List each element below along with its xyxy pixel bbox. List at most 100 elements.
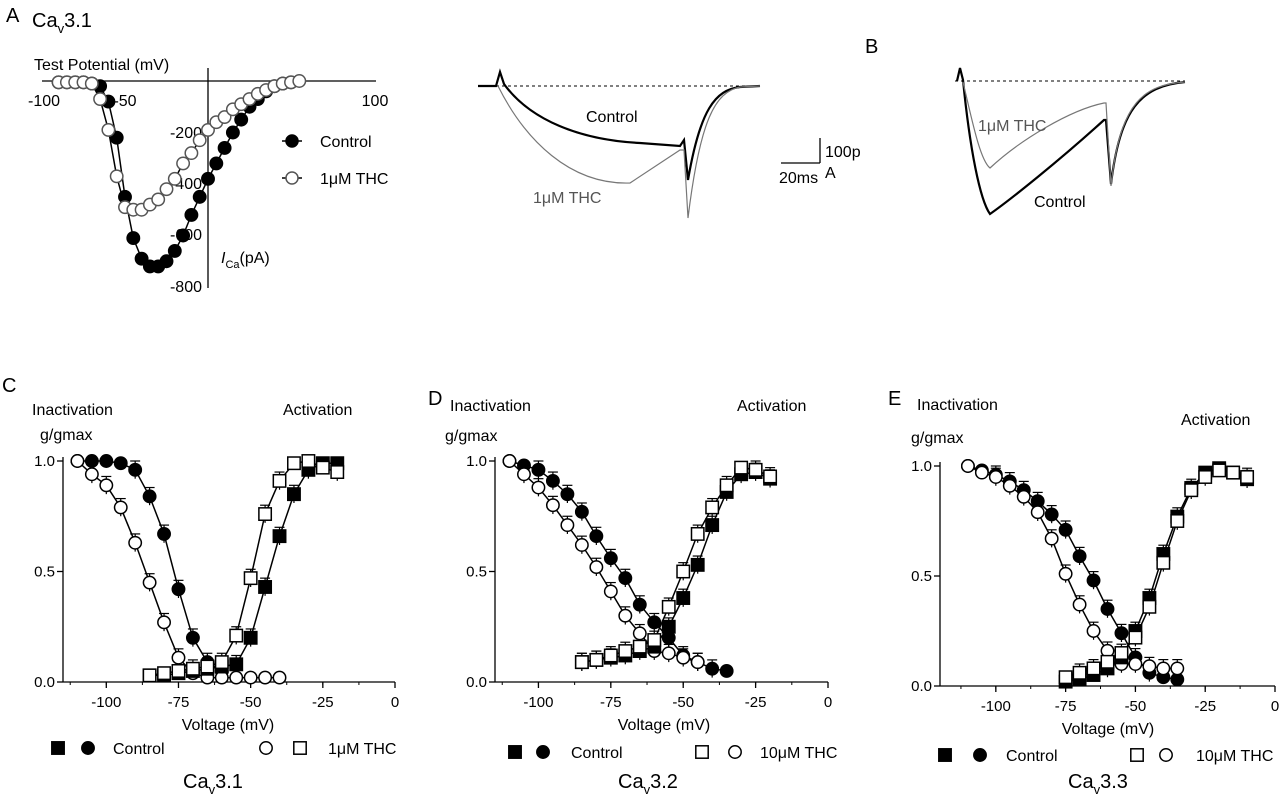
d-y-tick-label: 1.0 xyxy=(466,453,487,470)
c-open-circle-point xyxy=(157,615,171,630)
e-open-square-point xyxy=(1058,670,1073,685)
d-legend-thc-square xyxy=(695,745,709,759)
c-open-square-point xyxy=(315,460,330,475)
e-open-circle-point xyxy=(1128,657,1143,671)
panel-letter-d: D xyxy=(428,388,442,410)
d-filled-square-point xyxy=(676,591,691,605)
d-x-tick-label: -50 xyxy=(672,694,694,711)
e-inactivation-label: Inactivation xyxy=(917,397,998,414)
iv-y-label: ICa(pA) xyxy=(221,250,270,271)
c-inactivation-label: Inactivation xyxy=(32,402,113,419)
iv-y-tick-label: -800 xyxy=(170,279,202,296)
iv-thc-point xyxy=(93,92,108,106)
c-legend-thc-circle xyxy=(259,741,273,755)
d-filled-square-point xyxy=(661,619,676,634)
trace-a-control xyxy=(478,68,761,181)
d-open-circle-point xyxy=(560,518,575,533)
iv-legend-control-label: Control xyxy=(320,134,372,151)
panel-letter-b: B xyxy=(865,36,878,58)
iv-thc-point xyxy=(201,122,215,137)
c-open-square-point xyxy=(243,571,258,586)
e-open-circle-point xyxy=(1072,597,1087,612)
d-open-circle-point xyxy=(517,467,531,482)
trace-b-control-label: Control xyxy=(1034,194,1086,211)
iv-x-tick-label: -100 xyxy=(28,93,60,110)
iv-x-label: Test Potential (mV) xyxy=(34,57,169,74)
e-open-square-point xyxy=(1072,665,1087,680)
d-legend-control-circle xyxy=(536,745,550,759)
d-filled-circle-point xyxy=(603,551,618,566)
e-filled-circle-point xyxy=(1072,549,1087,564)
d-x-tick-label: -25 xyxy=(745,694,767,711)
iv-legend-thc-marker xyxy=(285,171,299,185)
e-open-square-point xyxy=(1198,470,1213,484)
iv-control-point xyxy=(201,171,215,186)
c-filled-circle-point xyxy=(99,454,114,468)
e-open-square-point xyxy=(1142,599,1157,614)
c-open-circle-point xyxy=(128,535,143,550)
e-open-circle-point xyxy=(1142,659,1157,674)
d-y-tick-label: 0.0 xyxy=(466,674,487,691)
d-filled-circle-point xyxy=(632,597,647,612)
c-open-square-point xyxy=(200,659,215,674)
c-legend-control-label: Control xyxy=(113,741,165,758)
c-caption: Cav3.1 xyxy=(183,771,243,797)
e-filled-circle-point xyxy=(1044,507,1059,522)
trace-b-control xyxy=(955,67,1186,216)
d-open-circle-point xyxy=(632,626,647,641)
c-y-tick-label: 1.0 xyxy=(34,453,55,470)
iv-thc-point xyxy=(109,169,124,184)
e-open-circle-point xyxy=(960,459,975,473)
e-open-square-point xyxy=(1240,470,1255,484)
c-legend-thc-label: 1μM THC xyxy=(328,741,396,758)
trace-a-thc-label: 1μM THC xyxy=(533,190,601,207)
c-open-square-point xyxy=(142,668,157,683)
e-open-square-point xyxy=(1184,483,1199,498)
c-filled-circle-point xyxy=(128,462,143,477)
iv-control-point xyxy=(184,207,199,222)
iv-thc-point xyxy=(167,171,182,186)
trace-a-thc xyxy=(497,85,761,219)
chart-c: 0.0 0.5 1.0 -100 -75 -50 -25 0 Voltage (mV) Inact… xyxy=(32,402,399,797)
d-open-square-point xyxy=(632,639,647,654)
e-filled-circle-point xyxy=(1100,602,1115,616)
d-open-square-point xyxy=(734,460,749,475)
iv-x-tick-label: -50 xyxy=(113,93,136,110)
c-filled-square-point xyxy=(272,529,287,544)
c-activation-label: Activation xyxy=(283,402,352,419)
iv-thc-point xyxy=(217,110,232,125)
panel-letter-c: C xyxy=(2,375,16,397)
iv-chart: Test Potential (mV) -100 -50 100 -200 -4… xyxy=(28,57,389,296)
d-open-circle-point xyxy=(618,608,633,623)
e-series-line xyxy=(967,465,1178,681)
iv-thc-point xyxy=(151,192,166,207)
d-filled-square-point xyxy=(705,518,720,533)
c-filled-circle-point xyxy=(142,489,157,504)
c-filled-square-point xyxy=(243,630,258,645)
d-filled-circle-point xyxy=(618,571,633,586)
c-open-square-point xyxy=(330,465,345,480)
iv-thc-point xyxy=(159,182,174,197)
d-open-square-point xyxy=(748,462,763,477)
d-inactivation-label: Inactivation xyxy=(450,398,531,415)
iv-control-point xyxy=(217,141,232,155)
e-open-circle-point xyxy=(1058,566,1073,581)
iv-control-point xyxy=(167,244,182,258)
d-open-square-point xyxy=(589,652,604,667)
c-legend-thc-square xyxy=(293,741,307,755)
iv-control-point xyxy=(109,130,124,145)
c-x-tick-label: 0 xyxy=(391,694,399,711)
c-series-line xyxy=(149,462,338,677)
d-x-tick-label: -100 xyxy=(523,694,553,711)
d-series-line xyxy=(509,460,727,672)
d-filled-circle-point xyxy=(531,462,546,477)
e-x-tick-label: -100 xyxy=(981,698,1011,715)
e-open-square-point xyxy=(1212,463,1227,478)
c-open-square-point xyxy=(157,666,171,681)
d-legend-control-label: Control xyxy=(571,745,623,762)
d-activation-label: Activation xyxy=(737,398,806,415)
current-traces-a: Control 1μM THC 20ms 100p A xyxy=(478,68,861,219)
e-open-square-point xyxy=(1170,514,1185,528)
c-open-circle-point xyxy=(113,500,128,515)
e-legend-control-label: Control xyxy=(1006,748,1058,765)
